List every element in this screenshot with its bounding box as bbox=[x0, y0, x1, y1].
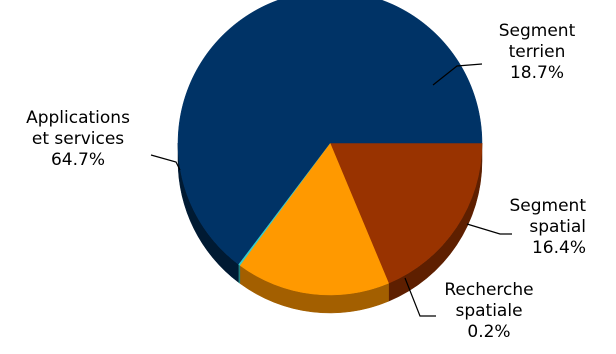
pie-slice-segment-terrien bbox=[329, 142, 483, 284]
leader-lines bbox=[150, 63, 512, 317]
pie-slice-segment-spatial bbox=[239, 142, 389, 296]
pie-tops bbox=[177, 0, 483, 296]
slice-label-segment-terrien: Segment terrien 18.7% bbox=[498, 21, 576, 83]
leader-line-recherche-spatiale bbox=[404, 277, 436, 317]
slice-label-segment-spatial: Segment spatial 16.4% bbox=[509, 196, 587, 258]
slice-label-recherche-spatiale: Recherche spatiale 0.2% bbox=[444, 280, 534, 342]
leader-line-segment-spatial bbox=[466, 223, 512, 235]
pie-slice-applications-et-services bbox=[177, 0, 483, 265]
leader-line-segment-terrien bbox=[432, 63, 483, 86]
leader-line-applications-et-services bbox=[150, 154, 181, 171]
slice-label-applications-et-services: Applications et services 64.7% bbox=[26, 108, 130, 170]
